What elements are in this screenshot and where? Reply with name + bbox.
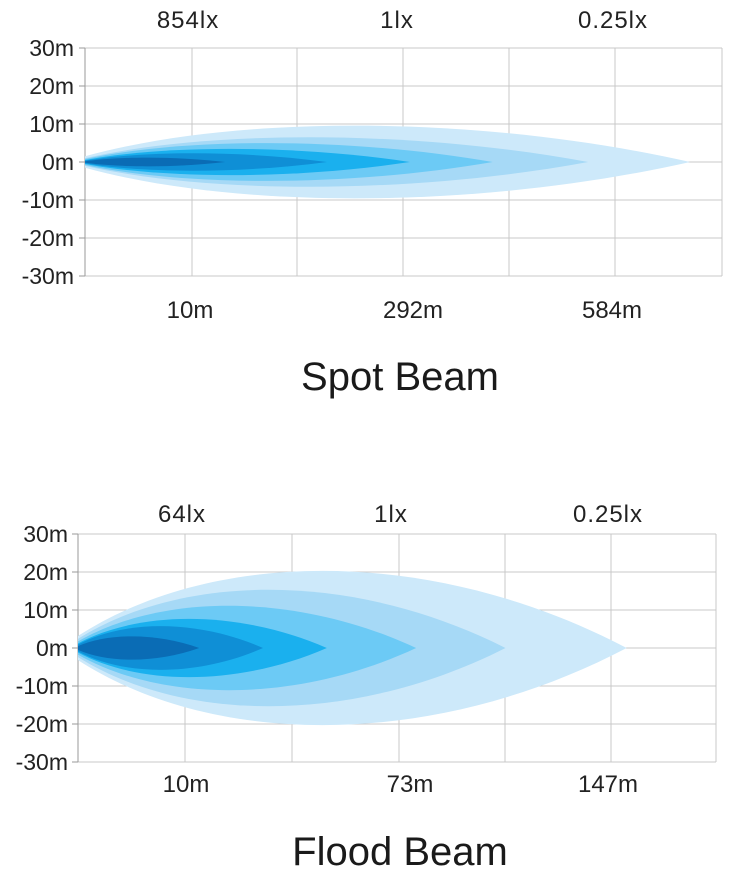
y-tick-label: -20m — [16, 711, 68, 737]
spot-beam-plot: 30m 20m 10m 0m -10m -20m -30m 854lx 1lx 0.25lx 10m… — [22, 7, 723, 399]
y-tick-label: 10m — [29, 111, 74, 137]
distance-label: 10m — [167, 297, 214, 324]
y-tick-label: -30m — [16, 749, 68, 775]
chart-title: Flood Beam — [292, 830, 508, 874]
distance-label: 73m — [387, 771, 434, 798]
beam-zone-6 — [85, 157, 226, 167]
lux-label: 1lx — [374, 501, 408, 528]
lux-label: 0.25lx — [573, 501, 643, 528]
chart-title: Spot Beam — [301, 355, 499, 399]
y-tick-label: -30m — [22, 263, 74, 289]
distance-label: 147m — [578, 771, 638, 798]
beam-zone-6 — [78, 636, 200, 660]
flood-beam-chart: 30m 20m 10m 0m -10m -20m -30m 64lx 1lx 0.25lx 10m 7… — [0, 490, 731, 878]
distance-label: 10m — [163, 771, 210, 798]
y-tick-label: 0m — [36, 635, 68, 661]
y-tick-label: 20m — [23, 559, 68, 585]
lux-label: 64lx — [158, 501, 206, 528]
lux-label: 1lx — [380, 7, 414, 34]
y-tick-label: -10m — [22, 187, 74, 213]
lux-label: 0.25lx — [578, 7, 648, 34]
y-tick-label: 0m — [42, 149, 74, 175]
y-tick-label: -10m — [16, 673, 68, 699]
y-tick-label: 10m — [23, 597, 68, 623]
spot-beam-chart: 30m 20m 10m 0m -10m -20m -30m 854lx 1lx 0.25lx 10m… — [0, 0, 731, 420]
distance-label: 292m — [383, 297, 443, 324]
y-tick-label: 20m — [29, 73, 74, 99]
y-tick-label: 30m — [29, 35, 74, 61]
flood-beam-plot: 30m 20m 10m 0m -10m -20m -30m 64lx 1lx 0.25lx 10m 7… — [16, 501, 717, 874]
y-tick-label: -20m — [22, 225, 74, 251]
distance-label: 584m — [582, 297, 642, 324]
lux-label: 854lx — [157, 7, 219, 34]
y-tick-label: 30m — [23, 521, 68, 547]
